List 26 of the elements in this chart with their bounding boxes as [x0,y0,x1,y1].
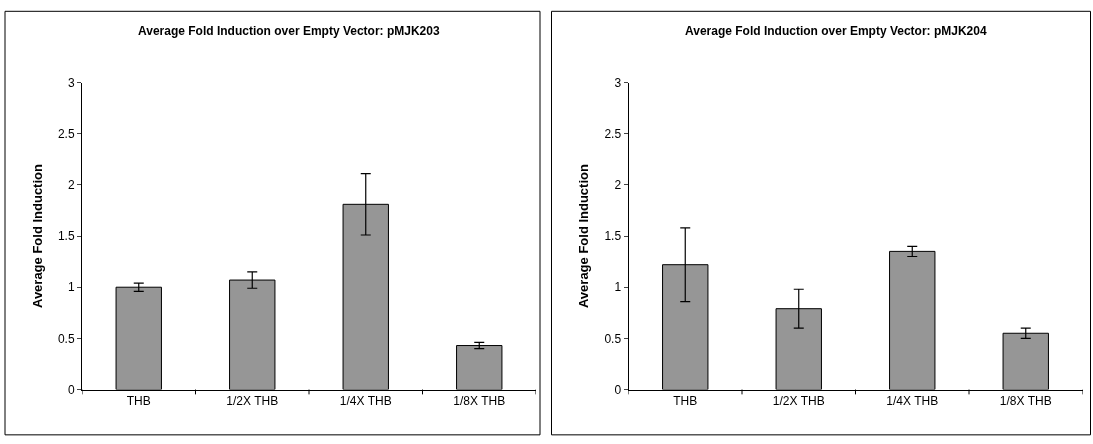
x-tick-label: 1/4X THB [886,393,939,408]
x-tick-label: 1/2X THB [772,393,825,408]
y-tick-label: 2.5 [604,126,622,141]
y-tick-label: 1 [67,280,75,295]
x-tick-label: THB [673,393,698,408]
x-tick-label: THB [126,393,151,408]
x-tick-label: 1/8X THB [453,393,506,408]
y-tick-label: 2 [67,178,75,193]
chart-title: Average Fold Induction over Empty Vector: pMJK203 [138,24,440,38]
y-tick-label: 1.5 [57,229,75,244]
y-tick-label: 1 [614,280,622,295]
x-tick-label: 1/2X THB [226,393,279,408]
y-tick-label: 3 [614,75,622,90]
y-tick-label: 2.5 [57,126,75,141]
x-tick-label: 1/8X THB [999,393,1052,408]
y-tick-label: 0 [614,382,622,397]
y-tick-label: 1.5 [604,229,622,244]
y-tick-label: 2 [614,178,622,193]
y-tick-label: 0.5 [604,331,622,346]
y-tick-label: 0.5 [57,331,75,346]
chart-title: Average Fold Induction over Empty Vector: pMJK204 [685,24,987,38]
y-tick-label: 3 [67,75,75,90]
y-axis-title: Average Fold Induction [29,164,45,309]
y-axis-title: Average Fold Induction [576,164,592,309]
y-tick-label: 0 [67,382,75,397]
x-tick-label: 1/4X THB [339,393,392,408]
